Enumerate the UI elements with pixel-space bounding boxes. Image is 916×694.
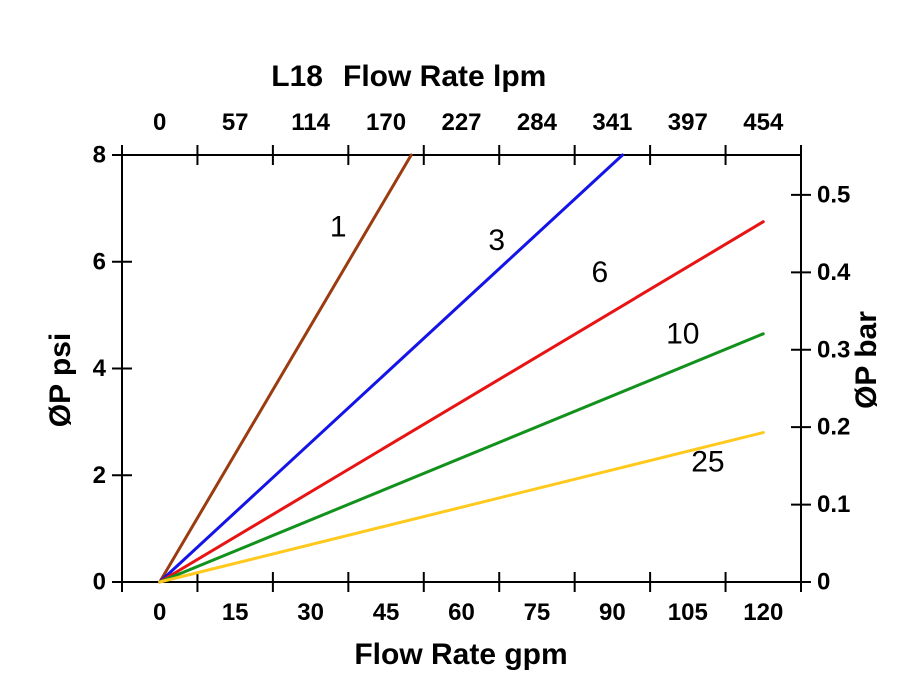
left-axis-tick-label: 4 bbox=[93, 355, 107, 382]
series-label-6: 6 bbox=[591, 256, 608, 289]
right-axis-title: ØP bar bbox=[850, 311, 883, 409]
top-axis-tick-label: 227 bbox=[441, 109, 481, 136]
series-line-3 bbox=[158, 153, 624, 584]
left-axis-tick-label: 8 bbox=[93, 142, 106, 169]
bottom-axis-tick-label: 105 bbox=[668, 599, 708, 626]
series-line-25 bbox=[158, 431, 765, 584]
left-axis-title: ØP psi bbox=[44, 333, 77, 427]
series-line-10 bbox=[158, 332, 765, 584]
right-axis-tick-label: 0.5 bbox=[817, 181, 850, 208]
left-axis-tick-label: 6 bbox=[93, 248, 106, 275]
bottom-axis-tick-label: 45 bbox=[373, 599, 400, 626]
bottom-axis-tick-label: 0 bbox=[153, 599, 166, 626]
series-label-1: 1 bbox=[330, 211, 347, 244]
top-axis-tick-label: 397 bbox=[668, 109, 708, 136]
series-label-25: 25 bbox=[691, 445, 724, 478]
bottom-axis-tick-label: 90 bbox=[599, 599, 626, 626]
bottom-axis-tick-label: 120 bbox=[743, 599, 783, 626]
top-axis-tick-label: 284 bbox=[517, 109, 558, 136]
bottom-axis-title: Flow Rate gpm bbox=[354, 638, 567, 671]
top-axis-tick-label: 454 bbox=[743, 109, 784, 136]
series-line-6 bbox=[158, 220, 765, 584]
right-axis-tick-label: 0.3 bbox=[817, 336, 850, 363]
bottom-axis-tick-label: 15 bbox=[222, 599, 249, 626]
plot-frame bbox=[121, 154, 802, 583]
top-axis-tick-label: 0 bbox=[153, 109, 166, 136]
series-label-3: 3 bbox=[488, 224, 505, 257]
right-axis-tick-label: 0.1 bbox=[817, 491, 850, 518]
top-axis-tick-label: 114 bbox=[291, 109, 330, 136]
top-axis-title: Flow Rate lpm bbox=[343, 60, 546, 93]
bottom-axis-tick-label: 60 bbox=[448, 599, 475, 626]
top-axis-tick-label: 57 bbox=[222, 109, 249, 136]
left-axis-tick-label: 0 bbox=[93, 569, 106, 596]
right-axis-tick-label: 0 bbox=[817, 569, 830, 596]
right-axis-tick-label: 0.4 bbox=[817, 259, 851, 286]
bottom-axis-tick-label: 30 bbox=[297, 599, 324, 626]
series-line-1 bbox=[158, 153, 413, 584]
left-axis-tick-label: 2 bbox=[93, 462, 106, 489]
right-axis-tick-label: 0.2 bbox=[817, 414, 850, 441]
bottom-axis-tick-label: 75 bbox=[524, 599, 551, 626]
chart-model-label: L18 bbox=[271, 60, 323, 93]
top-axis-tick-label: 170 bbox=[366, 109, 406, 136]
series-label-10: 10 bbox=[666, 317, 699, 350]
top-axis-tick-label: 341 bbox=[592, 109, 632, 136]
